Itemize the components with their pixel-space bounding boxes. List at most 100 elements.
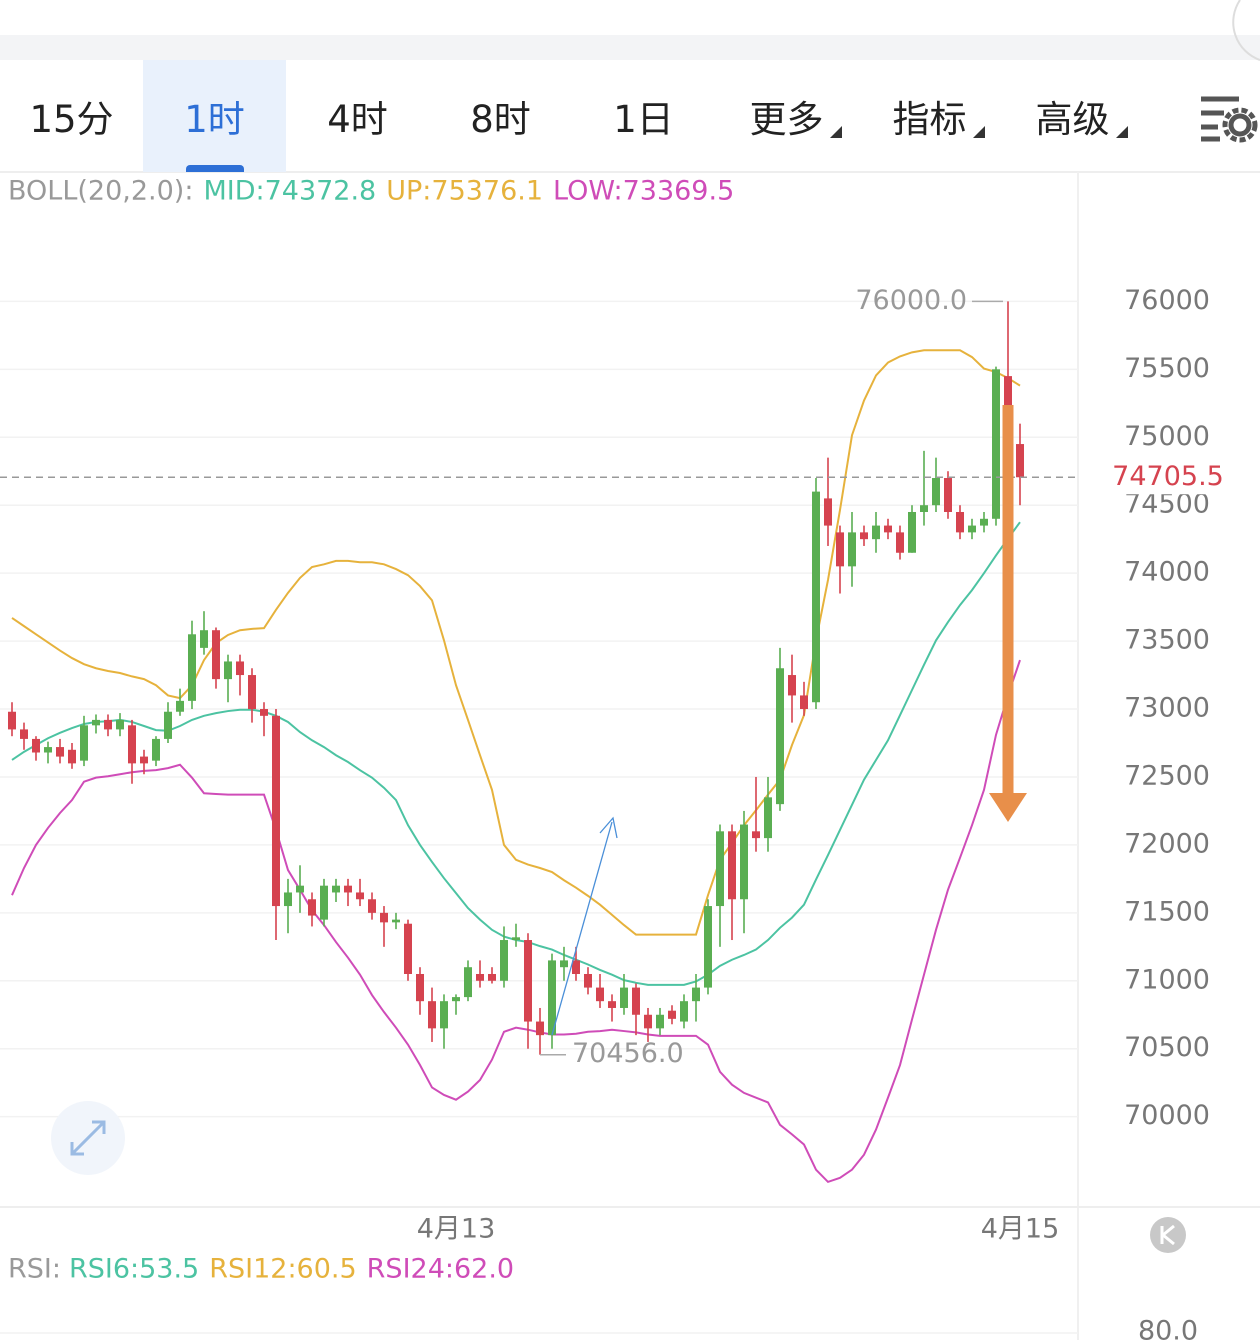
rsi-title: RSI: [8, 1254, 61, 1285]
tab-label: 更多 [749, 98, 824, 141]
candle-body [308, 899, 316, 916]
y-tick-label: 70500 [1124, 1032, 1210, 1063]
candle-body [416, 973, 424, 1002]
tab[interactable]: 4时 [286, 60, 429, 172]
dropdown-caret [1116, 126, 1128, 138]
legend-entry: LOW:73369.5 [553, 176, 734, 207]
candle-body [584, 973, 592, 988]
candle-body [896, 532, 904, 553]
arrow-head [989, 793, 1027, 822]
y-tick-label: 75000 [1124, 421, 1210, 452]
candle-body [512, 937, 520, 941]
candle-body [980, 518, 988, 526]
candle-body [992, 369, 1000, 519]
candle-body [56, 747, 64, 757]
candle-body [716, 831, 724, 907]
tab[interactable]: 1时 [143, 60, 286, 172]
candle-body [272, 715, 280, 907]
legend-entry: UP:75376.1 [386, 176, 543, 207]
candle-body [500, 940, 508, 981]
candle-body [116, 719, 124, 730]
tab-bar: 15分 1时 4时 8时 1日 更多 指标 高级 [0, 60, 1260, 172]
k-icon [1160, 1224, 1175, 1246]
y-tick-label: 70000 [1124, 1100, 1210, 1131]
candle-body [908, 511, 916, 553]
candle-body [608, 1001, 616, 1008]
tab-label: 15分 [29, 98, 114, 141]
candle-body [368, 899, 376, 913]
candle-body [560, 960, 568, 968]
expand-icon [70, 1120, 106, 1156]
candle-body [740, 824, 748, 900]
candle-body [752, 831, 760, 839]
candle-body [476, 973, 484, 981]
rsi-tick-label: 80.0 [1138, 1316, 1198, 1340]
candle-body [872, 525, 880, 540]
candle-body [332, 885, 340, 893]
candle-body [440, 1001, 448, 1029]
dropdown-caret [973, 126, 985, 138]
candle-body [32, 738, 40, 753]
candle-body [524, 940, 532, 1022]
button-bg [1150, 1217, 1186, 1253]
candle-body [488, 973, 496, 981]
candle-body [464, 967, 472, 998]
candle-body [176, 700, 184, 712]
y-tick-label: 72000 [1124, 828, 1210, 859]
arrow-head [599, 816, 618, 839]
tab[interactable]: 8时 [429, 60, 572, 172]
candle-body [848, 532, 856, 567]
tab-label: 4时 [327, 98, 388, 141]
rsi-legend-entry: RSI12:60.5 [209, 1254, 356, 1285]
candle-body [764, 797, 772, 839]
indicator-label: BOLL(20,2.0): [8, 176, 193, 207]
dropdown-caret [830, 126, 842, 138]
low-marker-label: 70456.0 [572, 1038, 684, 1069]
tab-label: 1日 [613, 98, 674, 141]
candle-body [140, 756, 148, 764]
candle-body [956, 511, 964, 533]
settings-button[interactable] [1144, 60, 1260, 172]
candle-body [236, 661, 244, 676]
rsi-legend-entry: RSI24:62.0 [367, 1254, 514, 1285]
last-price-bg [1108, 460, 1232, 495]
tab-label: 高级 [1035, 98, 1110, 141]
tab[interactable]: 指标 [858, 60, 1001, 172]
tab[interactable]: 高级 [1001, 60, 1144, 172]
arrow-line [551, 821, 613, 1036]
candle-body [1016, 444, 1024, 478]
candle-body [92, 719, 100, 726]
tab[interactable]: 更多 [715, 60, 858, 172]
boll-line [11, 521, 1021, 986]
candle-body [932, 478, 940, 506]
candle-body [248, 675, 256, 710]
candle-body [188, 634, 196, 701]
candle-body [644, 1014, 652, 1029]
candle-body [8, 711, 16, 730]
plot-area: 76000.0 70456.0 [0, 285, 1078, 1184]
candle-body [44, 747, 52, 753]
y-tick-label: 72500 [1124, 760, 1210, 791]
candle-body [788, 675, 796, 696]
y-tick-label: 75500 [1124, 353, 1210, 384]
candle-body [392, 919, 400, 923]
candle-body [668, 1010, 676, 1019]
candle-body [104, 719, 112, 730]
candle-body [320, 885, 328, 920]
high-marker-label: 76000.0 [855, 285, 967, 316]
candle-body [152, 738, 160, 761]
candle-body [776, 668, 784, 805]
candle-body [548, 960, 556, 1036]
expand-button[interactable] [51, 1101, 125, 1175]
y-tick-label: 73000 [1124, 693, 1210, 724]
candle-body [404, 923, 412, 974]
k-button[interactable] [1150, 1217, 1186, 1253]
x-tick-label: 4月15 [981, 1214, 1060, 1245]
tab[interactable]: 15分 [0, 60, 143, 172]
candle-body [920, 505, 928, 512]
candle-body [884, 525, 892, 533]
rsi-legend-entry: RSI6:53.5 [69, 1254, 199, 1285]
tab[interactable]: 1日 [572, 60, 715, 172]
